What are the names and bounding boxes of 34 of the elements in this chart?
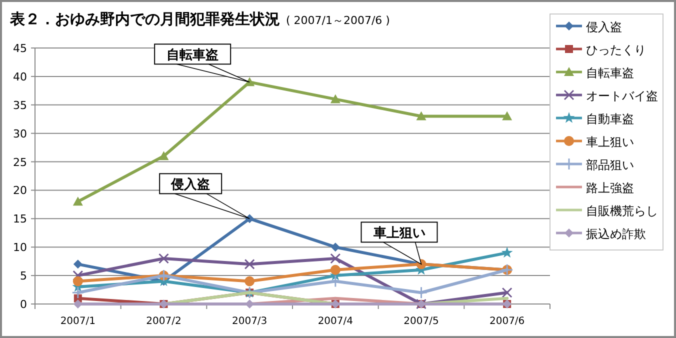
- legend-label: 侵入盗: [586, 20, 622, 34]
- annotation: 車上狙い: [372, 226, 426, 242]
- callout: 車上狙い: [360, 222, 438, 266]
- y-tick-label: 45: [13, 42, 27, 55]
- x-tick-label: 2007/3: [232, 316, 268, 327]
- y-tick-label: 20: [13, 184, 27, 198]
- y-tick-label: 30: [13, 127, 27, 140]
- y-tick-label: 5: [20, 270, 27, 283]
- legend-label: 振込め詐欺: [586, 227, 646, 241]
- x-tick-label: 2007/1: [60, 316, 96, 327]
- chart-title: 表２．おゆみ野内での月間犯罪発生状況: [10, 10, 280, 28]
- callout: 自転車盗: [154, 44, 250, 83]
- y-tick-label: 25: [13, 156, 27, 169]
- annotation: 自転車盗: [166, 48, 219, 64]
- legend-label: オートバイ盗: [586, 89, 658, 103]
- legend-label: 部品狙い: [586, 158, 634, 172]
- x-tick-label: 2007/6: [489, 316, 525, 327]
- x-tick-label: 2007/4: [318, 316, 354, 327]
- legend-label: ひったくり: [586, 43, 646, 57]
- y-tick-label: 0: [20, 298, 27, 311]
- annotation: 侵入盗: [170, 176, 210, 193]
- y-tick-label: 40: [13, 70, 27, 84]
- legend-label: 自販機荒らし: [586, 204, 658, 218]
- x-tick-label: 2007/5: [404, 316, 439, 327]
- legend-label: 自転車盗: [586, 66, 634, 80]
- legend-label: 路上強盗: [586, 181, 634, 195]
- y-tick-label: 15: [13, 212, 27, 226]
- y-tick-label: 35: [13, 98, 27, 112]
- chart-subtitle: ( 2007/1～2007/6 ): [286, 14, 390, 27]
- legend-label: 自動車盗: [586, 112, 634, 126]
- x-tick-label: 2007/2: [146, 316, 182, 327]
- legend-label: 車上狙い: [586, 135, 634, 149]
- y-tick-label: 10: [13, 241, 27, 254]
- callout: 侵入盗: [159, 173, 250, 220]
